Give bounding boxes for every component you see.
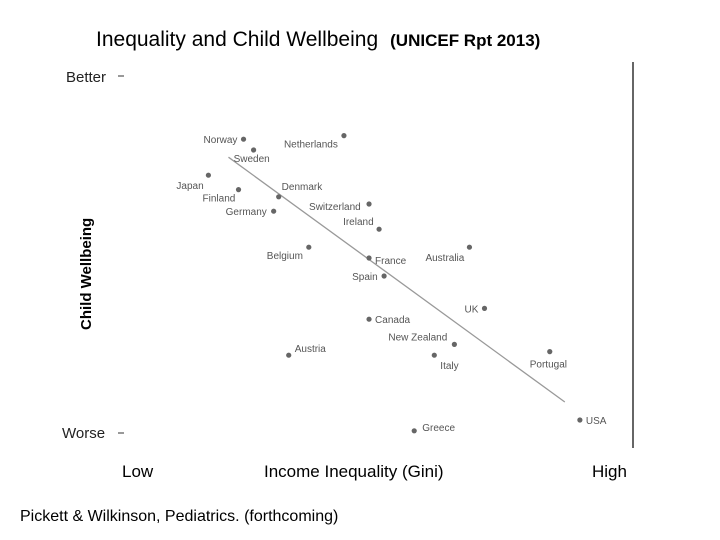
x-tick-low: Low [122, 462, 154, 481]
point-label-italy: Italy [440, 361, 458, 372]
point-label-spain: Spain [352, 272, 378, 283]
point-label-portugal: Portugal [530, 360, 567, 371]
point-label-sweden: Sweden [234, 154, 270, 165]
point-label-australia: Australia [425, 253, 464, 264]
point-uk [481, 305, 488, 311]
point-portugal [547, 349, 553, 355]
point-label-finland: Finland [203, 194, 236, 205]
point-label-switzerland: Switzerland [309, 202, 361, 213]
point-norway [240, 136, 247, 142]
point-finland [235, 187, 242, 193]
point-label-germany: Germany [226, 207, 267, 218]
point-france [366, 255, 372, 261]
point-spain [381, 273, 387, 279]
point-label-japan: Japan [176, 181, 203, 192]
chart-title: Inequality and Child Wellbeing (UNICEF Rp… [96, 28, 540, 52]
y-tick-top: Better [66, 69, 106, 86]
point-label-norway: Norway [204, 135, 238, 146]
point-label-uk: UK [465, 304, 479, 315]
point-sweden [250, 147, 257, 153]
point-belgium [306, 244, 312, 250]
point-label-greece: Greece [422, 423, 455, 434]
point-greece [411, 428, 417, 434]
point-australia [466, 244, 473, 250]
point-usa [577, 417, 583, 423]
point-label-usa: USA [586, 416, 607, 427]
source-citation: Pickett & Wilkinson, Pediatrics. (forthc… [20, 508, 339, 525]
point-austria [286, 352, 292, 358]
point-label-austria: Austria [295, 344, 327, 355]
point-canada [366, 316, 372, 322]
point-label-france: France [375, 256, 407, 267]
point-new-zealand [451, 341, 457, 347]
point-label-netherlands: Netherlands [284, 140, 338, 151]
point-japan [205, 172, 211, 178]
point-italy [431, 352, 437, 358]
point-netherlands [341, 133, 347, 139]
chart-subtitle: (UNICEF Rpt 2013) [390, 31, 541, 50]
x-axis-label: Income Inequality (Gini) [264, 462, 444, 481]
point-label-ireland: Ireland [343, 217, 374, 228]
y-tick-bottom: Worse [62, 425, 105, 442]
point-switzerland [366, 201, 372, 207]
point-germany [271, 208, 277, 214]
point-label-canada: Canada [375, 315, 410, 326]
chart-title-main: Inequality and Child Wellbeing [96, 28, 379, 51]
point-ireland [376, 226, 382, 232]
point-label-new-zealand: New Zealand [388, 332, 447, 343]
point-denmark [276, 194, 282, 200]
point-label-belgium: Belgium [267, 251, 303, 262]
trend-line [228, 156, 566, 403]
point-label-denmark: Denmark [282, 182, 324, 193]
x-tick-high: High [592, 462, 627, 481]
